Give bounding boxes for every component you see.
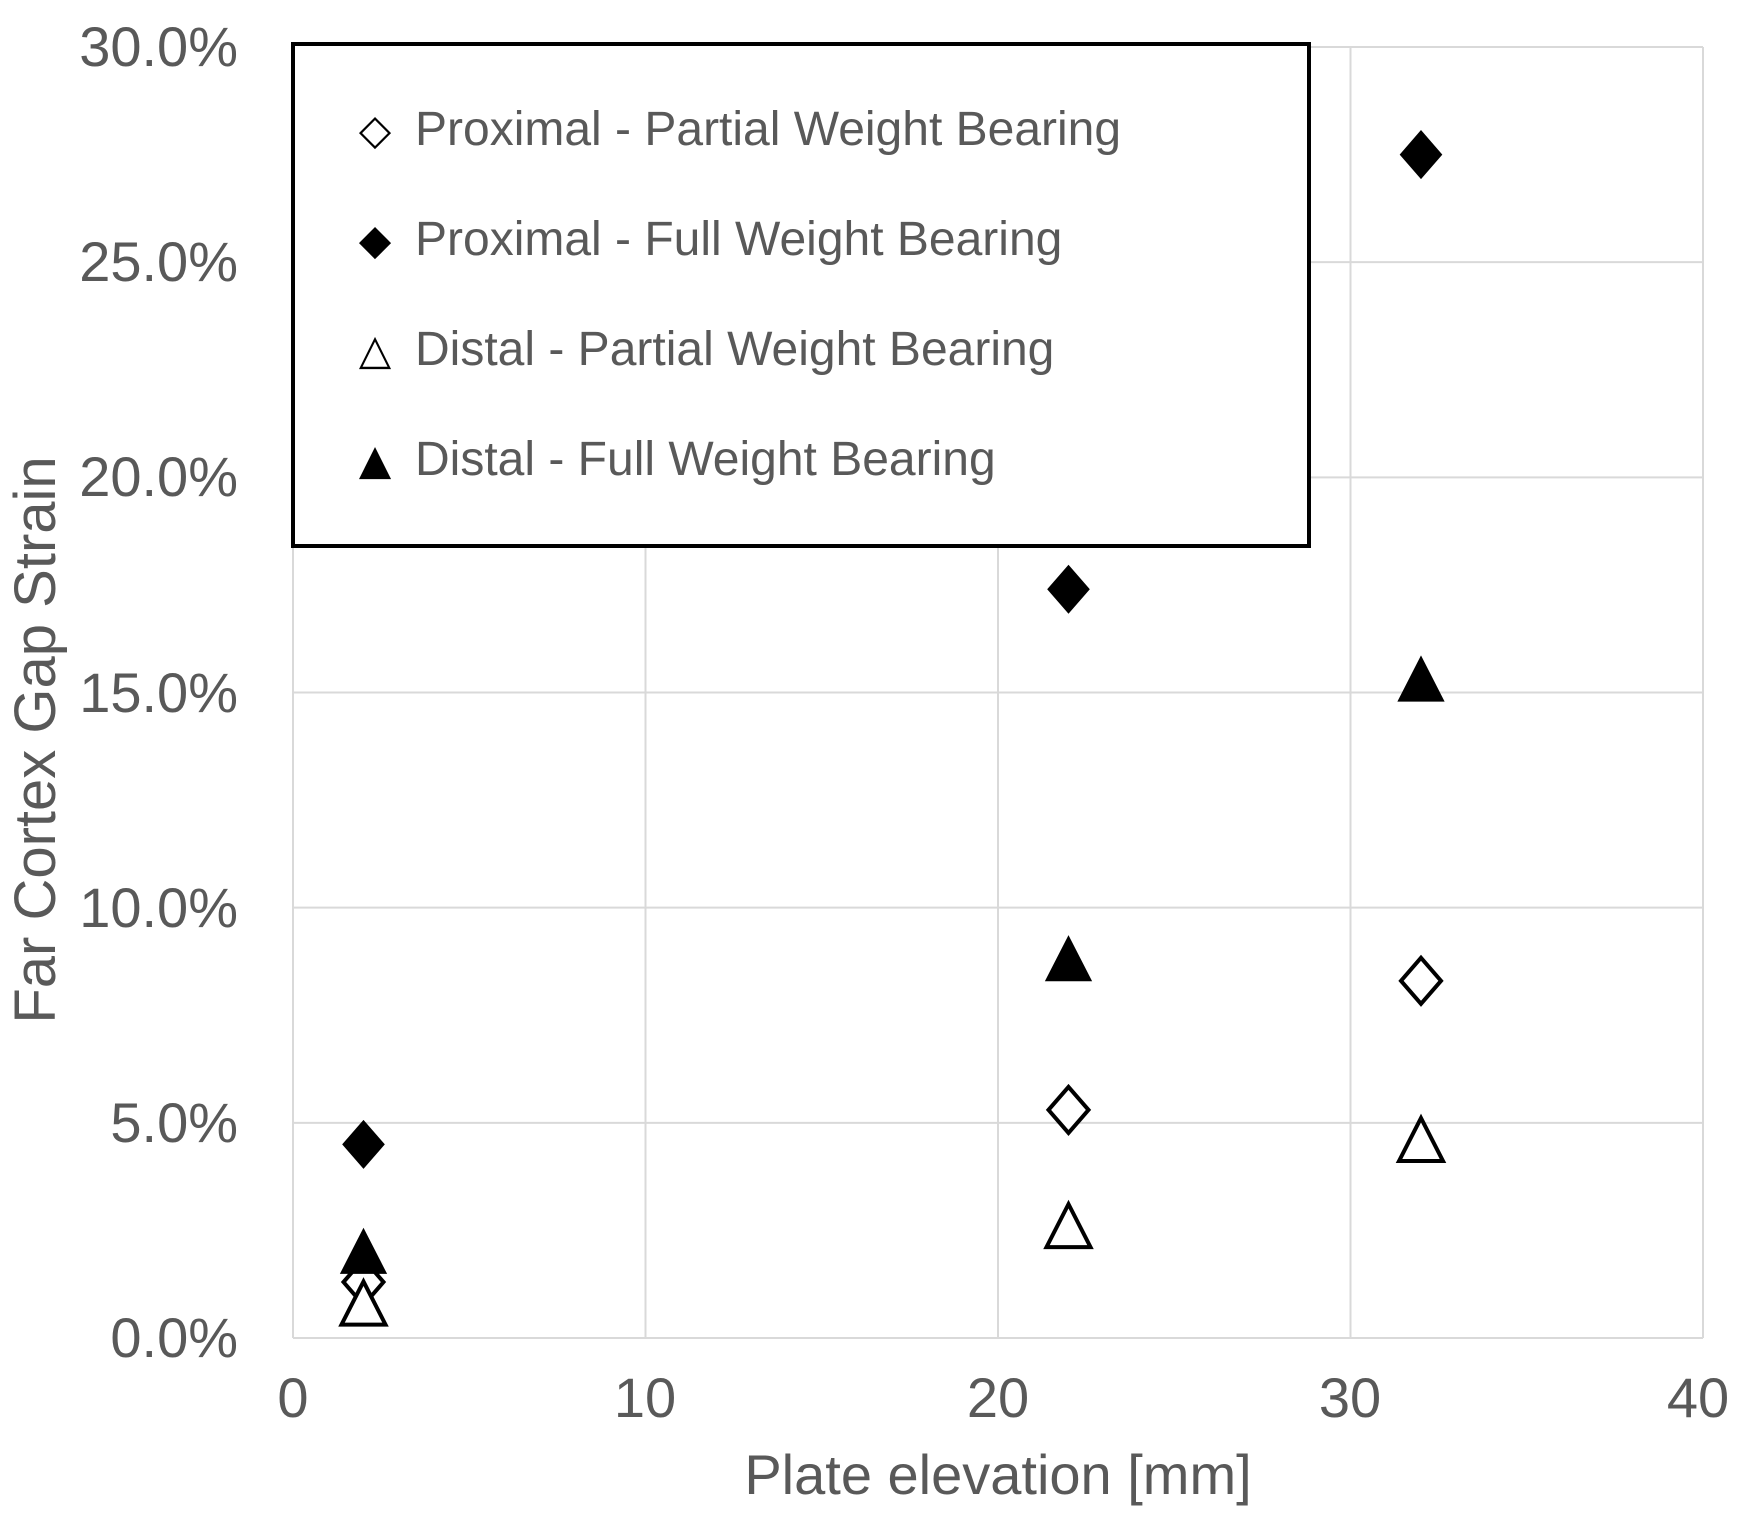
y-tick-label: 25.0% (79, 230, 238, 293)
y-tick-label: 30.0% (79, 15, 238, 78)
y-tick-label: 5.0% (110, 1091, 238, 1154)
data-point-diamond-filled (1399, 130, 1443, 180)
open-triangle-marker-icon: △ (358, 325, 392, 374)
x-tick-label: 0 (277, 1366, 309, 1429)
data-point-triangle-open (1043, 1199, 1094, 1250)
y-tick-label: 15.0% (79, 661, 238, 724)
legend-item: ◆ Proximal - Full Weight Bearing (347, 214, 1307, 266)
data-point-triangle-open (1395, 1113, 1447, 1164)
data-point-triangle-filled (1397, 655, 1445, 702)
data-point-diamond-open (1398, 954, 1444, 1007)
legend-label: Proximal - Full Weight Bearing (415, 213, 1063, 266)
legend-label: Distal - Full Weight Bearing (415, 433, 996, 486)
legend-label: Distal - Partial Weight Bearing (415, 323, 1055, 376)
legend-item: ◇ Proximal - Partial Weight Bearing (347, 104, 1307, 156)
data-point-triangle-open (338, 1277, 389, 1327)
x-axis-title: Plate elevation [mm] (744, 1443, 1252, 1506)
legend: ◇ Proximal - Partial Weight Bearing ◆ Pr… (291, 42, 1311, 548)
y-axis-title: Far Cortex Gap Strain (3, 456, 68, 1024)
data-point-triangle-filled (1044, 935, 1093, 982)
filled-diamond-marker-icon: ◆ (358, 215, 392, 264)
data-point-diamond-filled (1047, 564, 1090, 614)
y-tick-label: 0.0% (110, 1306, 238, 1369)
legend-item: △ Distal - Partial Weight Bearing (347, 324, 1307, 376)
y-tick-label: 20.0% (79, 445, 238, 508)
legend-item: ▲ Distal - Full Weight Bearing (347, 434, 1307, 486)
legend-label: Proximal - Partial Weight Bearing (415, 103, 1122, 156)
data-point-diamond-open (1045, 1083, 1092, 1136)
x-tick-label: 10 (613, 1366, 677, 1429)
x-tick-label: 20 (966, 1366, 1030, 1429)
x-tick-label: 30 (1318, 1366, 1382, 1429)
data-point-triangle-filled (339, 1227, 388, 1274)
open-diamond-marker-icon: ◇ (358, 105, 392, 154)
y-tick-label: 10.0% (79, 876, 238, 939)
x-tick-label: 40 (1666, 1366, 1730, 1429)
filled-triangle-marker-icon: ▲ (358, 435, 392, 484)
data-point-diamond-filled (342, 1119, 385, 1169)
